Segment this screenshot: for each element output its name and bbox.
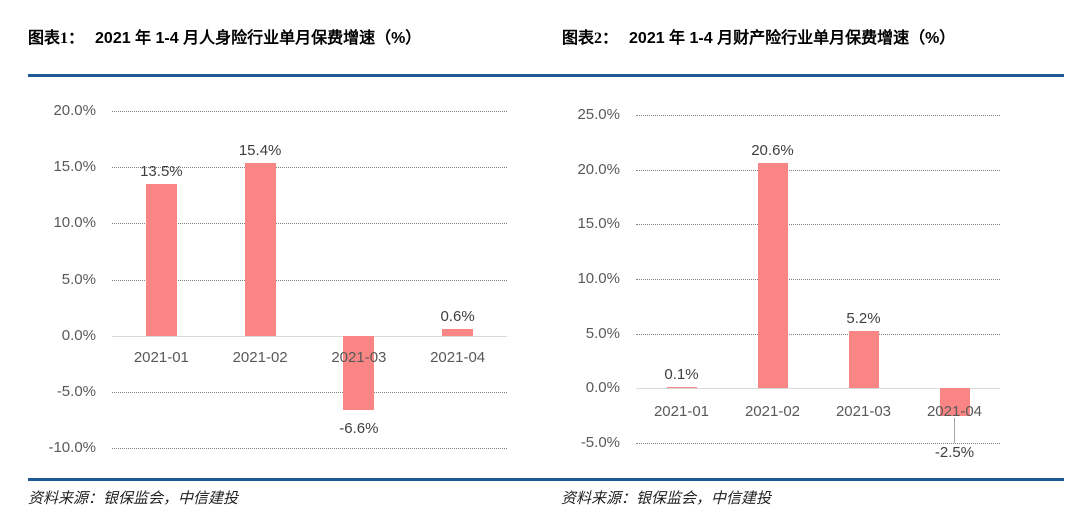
label-leader-line xyxy=(954,417,955,443)
y-axis-tick-label: 20.0% xyxy=(53,102,96,119)
y-axis-tick-label: 15.0% xyxy=(53,158,96,176)
y-axis-tick-label: -10.0% xyxy=(48,439,96,456)
bar-2021-01 xyxy=(145,184,177,336)
figure2-title-number: 图表2： xyxy=(562,30,619,47)
y-axis-tick-label: 15.0% xyxy=(577,215,620,233)
y-axis-tick-label: -5.0% xyxy=(580,434,620,451)
bar-2021-02 xyxy=(244,162,276,336)
figure2-source-note: 资料来源：银保监会，中信建投 xyxy=(561,491,772,507)
bar-value-label: -6.6% xyxy=(339,419,379,437)
bar-value-label: 15.4% xyxy=(238,141,282,159)
y-axis-tick-label: 5.0% xyxy=(585,324,620,342)
y-axis-tick-label: 0.0% xyxy=(61,326,96,344)
bar-2021-04 xyxy=(442,328,474,336)
figure2-title: 图表2： 2021 年 1-4 月财产险行业单月保费增速（%） xyxy=(562,29,955,49)
y-axis-tick-label: 25.0% xyxy=(577,106,620,123)
bar-2021-03 xyxy=(848,331,879,389)
figure1-title-number: 图表1： xyxy=(28,30,85,47)
bar-2021-03 xyxy=(343,335,375,410)
h-gridline xyxy=(112,448,507,449)
h-gridline xyxy=(112,111,507,112)
bar-value-label: -2.5% xyxy=(934,443,975,461)
x-axis-category-label: 2021-02 xyxy=(232,348,288,366)
y-axis-tick-label: 10.0% xyxy=(577,270,620,287)
zero-axis-line xyxy=(112,335,507,337)
bar-value-label: 0.6% xyxy=(440,307,475,325)
y-axis-tick-label: 0.0% xyxy=(585,379,620,397)
x-axis-category-label: 2021-04 xyxy=(430,348,486,366)
h-gridline xyxy=(636,224,1000,226)
h-gridline xyxy=(112,223,507,225)
h-gridline xyxy=(636,169,1000,171)
figure1-title-text: 2021 年 1-4 月人身险行业单月保费增速（%） xyxy=(95,30,422,47)
y-axis-tick-label: 10.0% xyxy=(53,214,96,232)
y-axis-tick-label: 20.0% xyxy=(577,160,620,178)
figure2-title-text: 2021 年 1-4 月财产险行业单月保费增速（%） xyxy=(629,30,956,47)
y-axis-tick-label: -5.0% xyxy=(56,382,96,400)
x-axis-category-label: 2021-04 xyxy=(926,403,983,421)
figure1-title: 图表1： 2021 年 1-4 月人身险行业单月保费增速（%） xyxy=(28,29,421,49)
h-gridline xyxy=(112,391,507,393)
footer-rule xyxy=(28,478,1064,481)
bar-2021-04 xyxy=(939,388,970,416)
bar-value-label: 0.1% xyxy=(664,366,699,384)
x-axis-category-label: 2021-03 xyxy=(331,348,387,366)
bar-value-label: 5.2% xyxy=(846,310,881,328)
bar-2021-01 xyxy=(666,387,697,389)
x-axis-category-label: 2021-01 xyxy=(653,403,710,421)
h-gridline xyxy=(112,167,507,169)
x-axis-category-label: 2021-03 xyxy=(835,403,892,421)
h-gridline xyxy=(636,443,1000,444)
x-axis-category-label: 2021-02 xyxy=(744,403,801,421)
x-axis-category-label: 2021-01 xyxy=(133,348,189,366)
h-gridline xyxy=(636,333,1000,335)
y-axis-tick-label: 5.0% xyxy=(61,270,96,288)
bar-value-label: 13.5% xyxy=(140,163,183,181)
figure1-source-note: 资料来源：银保监会，中信建投 xyxy=(28,491,239,507)
h-gridline xyxy=(112,279,507,281)
bar-2021-02 xyxy=(757,163,788,389)
bar-value-label: 20.6% xyxy=(751,142,794,160)
header-rule xyxy=(28,74,1064,77)
h-gridline xyxy=(636,279,1000,280)
h-gridline xyxy=(636,115,1000,116)
zero-axis-line xyxy=(636,388,1000,390)
